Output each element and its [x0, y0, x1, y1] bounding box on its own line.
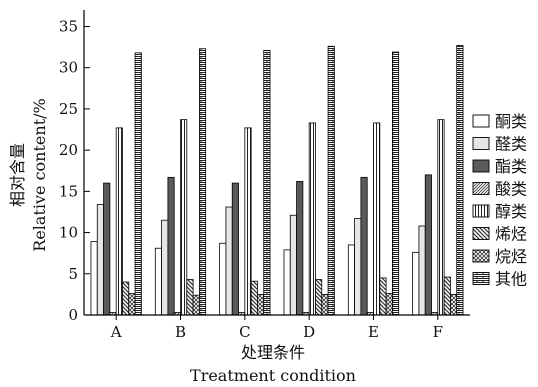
legend-swatch — [472, 114, 490, 128]
bar-C-1 — [225, 206, 233, 316]
bar-B-6 — [192, 294, 200, 316]
bar-F-5 — [443, 276, 451, 316]
legend-swatch — [472, 272, 490, 285]
bar-B-7 — [198, 48, 207, 316]
bar-B-0 — [154, 247, 163, 316]
bar-E-6 — [385, 293, 393, 316]
y-axis-ticks: 0 5 10 15 20 25 30 35 — [59, 17, 90, 324]
bar-F-1 — [418, 225, 426, 316]
bar-E-2 — [360, 176, 368, 316]
bar-D-7 — [327, 45, 335, 316]
y-tick-label: 0 — [68, 306, 78, 324]
x-category-label: D — [303, 323, 315, 341]
bar-E-1 — [354, 218, 362, 316]
x-category-label: E — [368, 323, 379, 341]
y-tick-label: 20 — [59, 141, 78, 159]
legend-swatch — [472, 227, 490, 240]
x-category-label: C — [239, 323, 250, 341]
legend-swatch — [472, 159, 490, 173]
x-category-label: F — [433, 323, 443, 341]
legend-label: 烯烃 — [495, 225, 527, 244]
legend-swatch — [472, 137, 490, 150]
legend-swatch — [472, 249, 490, 263]
x-axis-categories: A B C D E F — [110, 315, 443, 341]
bar-F-0 — [412, 251, 420, 316]
y-tick-label: 25 — [59, 100, 78, 118]
bar-E-4 — [373, 122, 381, 316]
x-axis-title-en: Treatment condition — [190, 366, 356, 385]
bar-A-5 — [122, 281, 130, 316]
bar-C-0 — [219, 242, 227, 316]
y-tick-label: 30 — [59, 59, 78, 77]
bar-C-7 — [263, 49, 271, 316]
bar-C-4 — [244, 127, 252, 316]
bar-A-1 — [96, 204, 104, 316]
bar-B-5 — [186, 279, 194, 316]
bar-D-6 — [321, 293, 329, 316]
bar-A-7 — [134, 52, 142, 316]
bar-F-2 — [424, 174, 432, 316]
bar-B-1 — [161, 219, 169, 316]
y-tick-label: 10 — [59, 224, 78, 242]
bar-D-1 — [289, 214, 297, 316]
y-tick-label: 5 — [68, 265, 78, 283]
axes — [83, 10, 470, 316]
x-axis-title-cn: 处理条件 — [241, 343, 305, 362]
x-category-label: B — [175, 323, 186, 341]
legend-label: 其他 — [495, 270, 527, 289]
legend-swatch — [472, 182, 490, 195]
legend-label: 醛类 — [495, 135, 527, 154]
legend-swatch — [472, 204, 490, 218]
y-axis-title-cn: 相对含量 — [8, 143, 27, 207]
bar-B-4 — [180, 119, 188, 316]
bar-E-0 — [347, 244, 355, 316]
y-tick-label: 35 — [59, 17, 78, 35]
bar-E-7 — [391, 51, 400, 316]
bar-A-0 — [90, 241, 98, 316]
bar-F-6 — [450, 293, 458, 316]
legend-label: 酸类 — [495, 180, 527, 199]
bar-A-6 — [128, 293, 136, 316]
bar-C-6 — [257, 293, 265, 316]
bar-B-2 — [167, 176, 175, 316]
bar-E-5 — [379, 277, 387, 316]
legend-label: 烷烃 — [495, 247, 527, 266]
bar-D-2 — [296, 181, 304, 316]
legend-label: 酯类 — [495, 157, 527, 176]
bar-D-0 — [283, 249, 291, 316]
bar-D-4 — [308, 122, 316, 316]
y-tick-label: 15 — [59, 182, 78, 200]
x-category-label: A — [110, 323, 122, 341]
bar-C-5 — [250, 280, 258, 316]
bar-A-4 — [115, 127, 123, 316]
legend-label: 醇类 — [495, 202, 527, 221]
bar-A-2 — [103, 182, 111, 316]
bar-F-7 — [456, 45, 464, 316]
bar-D-5 — [315, 279, 323, 316]
bar-C-2 — [231, 182, 239, 316]
bar-F-4 — [437, 119, 445, 316]
bars — [90, 45, 464, 316]
legend-label: 酮类 — [495, 112, 527, 131]
y-axis-title-en: Relative content/% — [30, 98, 49, 251]
